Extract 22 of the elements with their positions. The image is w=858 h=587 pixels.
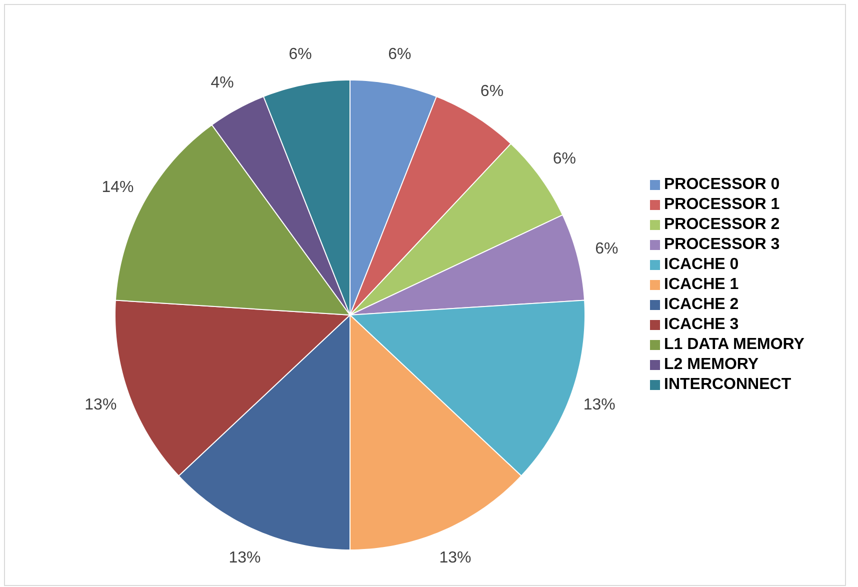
legend-label: PROCESSOR 1 bbox=[664, 196, 780, 213]
data-label: 6% bbox=[388, 46, 412, 64]
legend-label: ICACHE 3 bbox=[664, 316, 739, 333]
data-label: 6% bbox=[480, 82, 504, 100]
data-label: 6% bbox=[552, 150, 576, 168]
data-label: 14% bbox=[102, 178, 134, 196]
legend-label: ICACHE 1 bbox=[664, 276, 739, 293]
data-label: 4% bbox=[210, 74, 234, 92]
legend-label: PROCESSOR 3 bbox=[664, 236, 780, 253]
data-label: 13% bbox=[583, 396, 616, 414]
data-label: 13% bbox=[228, 550, 261, 567]
legend-label: INTERCONNECT bbox=[664, 376, 792, 393]
data-label: 13% bbox=[84, 396, 117, 414]
legend-label: L2 MEMORY bbox=[664, 356, 759, 373]
legend-label: PROCESSOR 0 bbox=[664, 176, 780, 193]
data-label: 6% bbox=[288, 46, 312, 64]
data-label: 13% bbox=[439, 550, 472, 567]
data-label: 6% bbox=[595, 240, 618, 258]
legend-label: ICACHE 0 bbox=[664, 256, 739, 273]
legend-label: ICACHE 2 bbox=[664, 296, 739, 313]
legend-label: L1 DATA MEMORY bbox=[664, 336, 804, 353]
legend-label: PROCESSOR 2 bbox=[664, 216, 780, 233]
